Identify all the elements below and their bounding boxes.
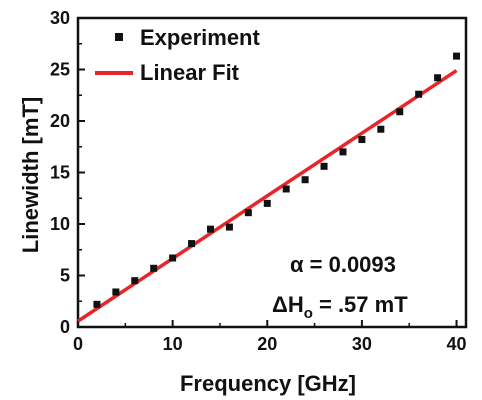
series-layer <box>78 53 460 322</box>
experiment-point <box>264 200 271 207</box>
y-tick-label: 0 <box>60 317 70 337</box>
legend: Experiment Linear Fit <box>95 25 260 85</box>
y-tick-label: 10 <box>50 214 70 234</box>
x-tick-label: 0 <box>73 334 83 354</box>
x-tick-label: 40 <box>447 334 467 354</box>
experiment-point <box>321 163 328 170</box>
y-tick-label: 25 <box>50 60 70 80</box>
experiment-point <box>396 108 403 115</box>
alpha-value: = 0.0093 <box>304 252 396 277</box>
experiment-point <box>358 136 365 143</box>
x-tick-label: 10 <box>163 334 183 354</box>
alpha-annotation: α = 0.0093 <box>290 252 396 277</box>
experiment-point <box>169 254 176 261</box>
delta-h-label: ΔH <box>272 292 304 317</box>
y-tick-label: 5 <box>60 266 70 286</box>
experiment-point <box>245 209 252 216</box>
y-axis-title: Linewidth [mT] <box>18 97 43 253</box>
y-axis: 0 5 10 15 20 25 30 <box>50 8 85 337</box>
x-tick-label: 20 <box>257 334 277 354</box>
alpha-symbol: α <box>290 252 304 277</box>
experiment-point <box>150 265 157 272</box>
experiment-point <box>339 148 346 155</box>
experiment-point <box>453 53 460 60</box>
experiment-point <box>283 185 290 192</box>
fit-annotations: α = 0.0093 ΔHo = .57 mT <box>272 252 408 322</box>
experiment-point <box>415 91 422 98</box>
delta-h-value: = .57 mT <box>313 292 408 317</box>
experiment-point <box>112 288 119 295</box>
experiment-point <box>207 226 214 233</box>
y-tick-label: 30 <box>50 8 70 28</box>
experiment-point <box>302 176 309 183</box>
experiment-point <box>377 126 384 133</box>
x-axis-title: Frequency [GHz] <box>180 371 356 396</box>
experiment-point <box>188 240 195 247</box>
y-tick-label: 15 <box>50 163 70 183</box>
delta-h-annotation: ΔHo = .57 mT <box>272 292 408 322</box>
experiment-point <box>434 74 441 81</box>
experiment-point <box>93 301 100 308</box>
delta-h-subscript: o <box>304 305 313 322</box>
legend-experiment-label: Experiment <box>140 25 260 50</box>
x-axis: 0 10 20 30 40 <box>73 320 467 354</box>
experiment-point <box>226 224 233 231</box>
legend-experiment-marker <box>115 33 123 41</box>
y-tick-label: 20 <box>50 111 70 131</box>
legend-linear-fit-label: Linear Fit <box>140 60 240 85</box>
experiment-point <box>131 277 138 284</box>
x-tick-label: 30 <box>352 334 372 354</box>
